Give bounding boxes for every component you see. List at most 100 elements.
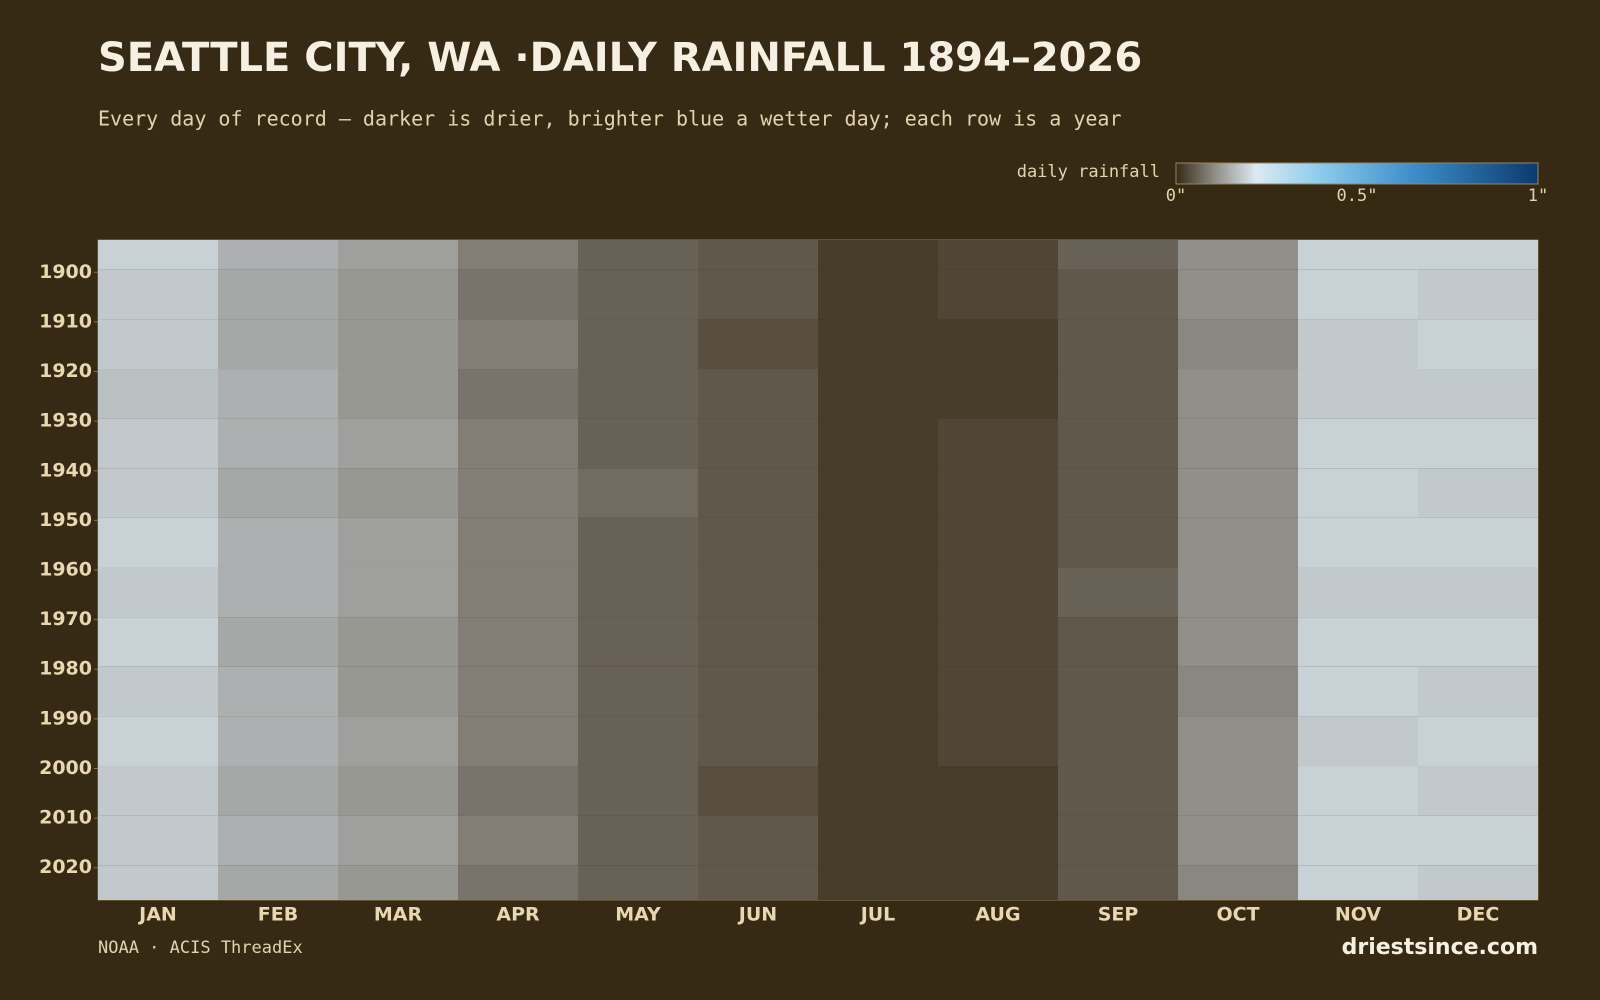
cell	[1178, 240, 1298, 270]
y-tick-label: 1970	[39, 608, 92, 630]
cell	[1058, 617, 1178, 667]
cell	[1058, 716, 1178, 767]
cell	[1298, 666, 1418, 717]
color-bar	[1175, 162, 1539, 185]
x-tick-label: OCT	[1216, 904, 1259, 926]
cell	[1058, 269, 1178, 320]
cell	[218, 815, 338, 866]
cell	[218, 865, 338, 900]
y-tick-label: 2000	[39, 757, 92, 779]
y-tick-label: 1920	[39, 360, 92, 382]
cell	[1058, 418, 1178, 469]
x-tick-label: JUN	[737, 904, 777, 926]
subtitle: Every day of record — darker is drier, b…	[98, 107, 1122, 131]
cell	[98, 716, 218, 767]
y-tick-label: 1960	[39, 559, 92, 581]
cell	[1058, 766, 1178, 816]
cell	[458, 567, 578, 618]
cell	[818, 716, 938, 767]
cell	[818, 240, 938, 270]
cell	[218, 418, 338, 469]
legend-tick-label: 1"	[1528, 186, 1548, 206]
y-tick-label: 1990	[39, 707, 92, 729]
cell	[218, 319, 338, 370]
cell	[698, 269, 818, 320]
cell	[1298, 319, 1418, 370]
cell	[218, 240, 338, 270]
cell	[818, 666, 938, 717]
cell	[458, 865, 578, 900]
cell	[218, 666, 338, 717]
cell	[338, 716, 458, 767]
legend-title: daily rainfall	[1017, 162, 1160, 182]
cell	[698, 666, 818, 717]
legend-tick-label: 0.5"	[1337, 186, 1378, 206]
x-tick-label: DEC	[1457, 904, 1500, 926]
cell	[698, 468, 818, 518]
cell	[218, 369, 338, 419]
y-tick-label: 1950	[39, 509, 92, 531]
cell	[458, 766, 578, 816]
y-tick-label: 2020	[39, 856, 92, 878]
cell	[1058, 666, 1178, 717]
cell	[218, 468, 338, 518]
cell	[1418, 418, 1538, 469]
cell	[818, 617, 938, 667]
cell	[938, 766, 1058, 816]
cell	[218, 617, 338, 667]
x-tick-label: JUL	[859, 904, 896, 926]
cell	[1058, 567, 1178, 618]
cell	[338, 766, 458, 816]
cell	[98, 269, 218, 320]
cell	[1178, 269, 1298, 320]
cell	[1058, 319, 1178, 370]
cell	[338, 666, 458, 717]
cell	[1178, 666, 1298, 717]
cell	[1418, 369, 1538, 419]
cell	[98, 865, 218, 900]
cell	[98, 418, 218, 469]
cell	[1298, 766, 1418, 816]
y-tick-label: 1900	[39, 261, 92, 283]
cell	[1178, 567, 1298, 618]
cell	[338, 815, 458, 866]
cell	[698, 567, 818, 618]
cell	[578, 418, 698, 469]
cell	[98, 766, 218, 816]
cell	[458, 418, 578, 469]
cell	[818, 369, 938, 419]
x-tick-label: NOV	[1335, 904, 1382, 926]
cell	[1178, 865, 1298, 900]
cell	[338, 567, 458, 618]
cell	[338, 617, 458, 667]
cell	[1298, 716, 1418, 767]
cell	[338, 240, 458, 270]
cell	[698, 319, 818, 370]
cell	[1178, 815, 1298, 866]
cell	[818, 418, 938, 469]
cell	[818, 468, 938, 518]
cell	[818, 567, 938, 618]
cell	[1418, 468, 1538, 518]
cell	[338, 418, 458, 469]
cell	[338, 369, 458, 419]
cell	[938, 468, 1058, 518]
cell	[218, 269, 338, 320]
cell	[1418, 240, 1538, 270]
brand: driestsince.com	[1342, 935, 1538, 960]
cell	[578, 716, 698, 767]
cell	[98, 567, 218, 618]
cell	[458, 240, 578, 270]
cell	[938, 369, 1058, 419]
cell	[1298, 517, 1418, 568]
cell	[938, 319, 1058, 370]
cell	[1418, 766, 1538, 816]
cell	[578, 240, 698, 270]
cell	[938, 617, 1058, 667]
cell	[698, 865, 818, 900]
cell	[1178, 418, 1298, 469]
cell	[1058, 815, 1178, 866]
cell	[698, 517, 818, 568]
y-tick-label: 1940	[39, 459, 92, 481]
